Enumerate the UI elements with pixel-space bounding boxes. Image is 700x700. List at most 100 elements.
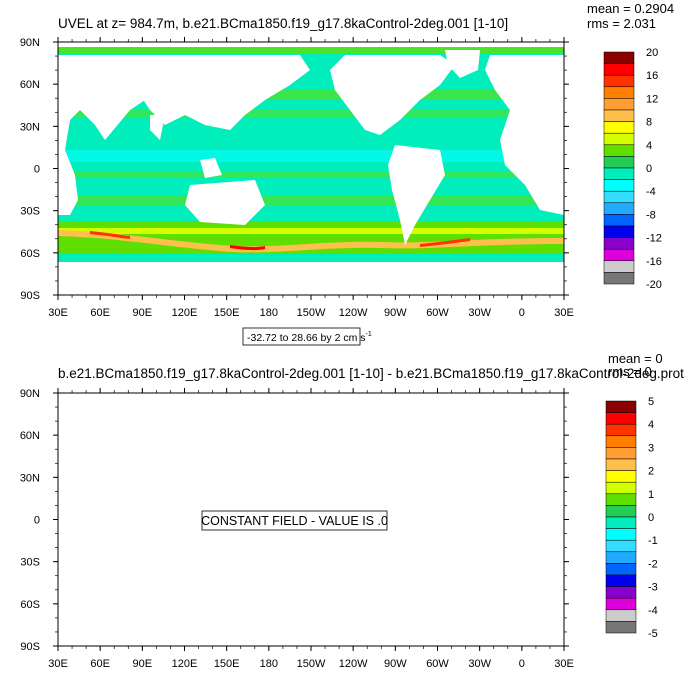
- colorbar-label: 4: [646, 140, 652, 152]
- y-tick-label: 0: [34, 164, 40, 176]
- colorbar-swatch: [603, 179, 635, 192]
- colorbar-swatch: [603, 214, 635, 227]
- colorbar-swatch: [605, 574, 637, 587]
- colorbar-swatch: [603, 144, 635, 157]
- colorbar-swatch: [605, 493, 637, 506]
- colorbar-swatch: [605, 563, 637, 576]
- colorbar-label: 3: [648, 442, 654, 454]
- colorbar-label: 1: [648, 489, 654, 501]
- colorbar-label: 20: [646, 47, 658, 59]
- x-tick-label: 30W: [468, 307, 491, 319]
- colorbar-label: -12: [646, 233, 662, 245]
- colorbar-label: -20: [646, 279, 662, 291]
- colorbar-swatch: [605, 412, 637, 425]
- x-tick-label: 30E: [554, 658, 574, 670]
- field-map: [58, 42, 564, 295]
- y-tick-label: 60S: [20, 599, 40, 611]
- colorbar-label: -2: [648, 558, 658, 570]
- colorbar-swatch: [603, 202, 635, 215]
- colorbar-swatch: [603, 74, 635, 88]
- colorbar-swatch: [605, 435, 637, 448]
- colorbar-label: 16: [646, 70, 658, 82]
- x-tick-label: 30W: [468, 658, 491, 670]
- x-axis: 30E 60E 90E 120E 150E 180 150W 120W 90W 60W 30W 0 30…: [48, 37, 574, 319]
- y-tick-label: 60S: [20, 248, 40, 260]
- colorbar-swatch: [605, 458, 637, 471]
- colorbar-label: -1: [648, 535, 658, 547]
- colorbar-swatch: [603, 121, 635, 134]
- colorbar-swatch: [605, 481, 637, 495]
- colorbar-swatch: [605, 539, 637, 553]
- y-tick-label: 90N: [20, 37, 40, 49]
- x-tick-label: 120W: [339, 658, 368, 670]
- colorbar-label: 8: [646, 117, 652, 129]
- colorbar-label: 0: [648, 512, 654, 524]
- x-tick-label: 180: [260, 307, 278, 319]
- range-label-superscript: -1: [365, 331, 371, 338]
- x-tick-label: 30E: [48, 658, 68, 670]
- colorbar-label: -4: [648, 605, 658, 617]
- colorbar: 5 4 3 2 1 0 -1 -2 -3 -4 -5: [605, 396, 658, 640]
- rms-label: rms = 0: [608, 364, 652, 379]
- x-tick-label: 60W: [426, 658, 449, 670]
- colorbar-swatch: [605, 400, 637, 413]
- colorbar-swatch: [603, 272, 635, 285]
- colorbar-label: 12: [646, 93, 658, 105]
- colorbar-label: 0: [646, 163, 652, 175]
- x-axis: 30E 60E 90E 120E 150E 180 150W 120W 90W 60W 30W 0 30…: [48, 388, 574, 670]
- colorbar-swatch: [605, 447, 637, 460]
- y-tick-label: 90N: [20, 388, 40, 400]
- mean-label: mean = 0: [608, 351, 663, 366]
- constant-field-message: CONSTANT FIELD - VALUE IS .0: [201, 514, 388, 528]
- mean-label: mean = 0.2904: [587, 1, 674, 16]
- constant-field-message-box: CONSTANT FIELD - VALUE IS .0: [201, 510, 388, 531]
- colorbar-swatch: [605, 551, 637, 564]
- colorbar-swatch: [605, 597, 637, 611]
- x-tick-label: 120W: [339, 307, 368, 319]
- colorbar-label: 5: [648, 396, 654, 408]
- x-tick-label: 150E: [214, 307, 240, 319]
- x-tick-label: 150W: [297, 307, 326, 319]
- colorbar-swatch: [603, 51, 635, 64]
- colorbar-swatch: [603, 98, 635, 111]
- y-tick-label: 0: [34, 515, 40, 527]
- x-tick-label: 180: [260, 658, 278, 670]
- colorbar-swatch: [605, 621, 637, 634]
- y-tick-label: 60N: [20, 79, 40, 91]
- colorbar-swatch: [603, 190, 635, 204]
- x-tick-label: 90E: [133, 307, 153, 319]
- colorbar-swatch: [605, 586, 637, 599]
- x-tick-label: 60E: [90, 658, 110, 670]
- colorbar-label: -16: [646, 256, 662, 268]
- x-tick-label: 120E: [172, 307, 198, 319]
- range-label-box: -32.72 to 28.66 by 2 cm s-1: [242, 327, 372, 346]
- x-tick-label: 0: [519, 658, 525, 670]
- rms-label: rms = 2.031: [587, 16, 656, 31]
- panel-bottom: b.e21.BCma1850.f19_g17.8kaControl-2deg.0…: [20, 351, 684, 670]
- colorbar-swatch: [605, 528, 637, 541]
- y-axis: 90N 60N 30N 0 30S 60S 90S: [20, 388, 569, 653]
- colorbar-swatch: [603, 167, 635, 180]
- x-tick-label: 0: [519, 307, 525, 319]
- colorbar-swatch: [605, 505, 637, 518]
- colorbar-swatch: [603, 225, 635, 238]
- y-tick-label: 30N: [20, 121, 40, 133]
- y-tick-label: 30S: [20, 206, 40, 218]
- colorbar-label: -5: [648, 628, 658, 640]
- colorbar-swatch: [605, 516, 637, 529]
- range-label: -32.72 to 28.66 by 2 cm s-1: [247, 331, 372, 344]
- y-tick-label: 90S: [20, 290, 40, 302]
- y-tick-label: 30N: [20, 472, 40, 484]
- colorbar-swatch: [605, 609, 637, 622]
- x-tick-label: 120E: [172, 658, 198, 670]
- colorbar-swatch: [603, 86, 635, 99]
- colorbar-swatch: [603, 109, 635, 122]
- panel-top: UVEL at z= 984.7m, b.e21.BCma1850.f19_g1…: [20, 1, 674, 346]
- x-tick-label: 150W: [297, 658, 326, 670]
- colorbar-label: -8: [646, 209, 656, 221]
- x-tick-label: 60E: [90, 307, 110, 319]
- colorbar-swatch: [603, 248, 635, 262]
- x-tick-label: 90W: [384, 307, 407, 319]
- colorbar-swatch: [603, 237, 635, 250]
- x-tick-label: 90E: [133, 658, 153, 670]
